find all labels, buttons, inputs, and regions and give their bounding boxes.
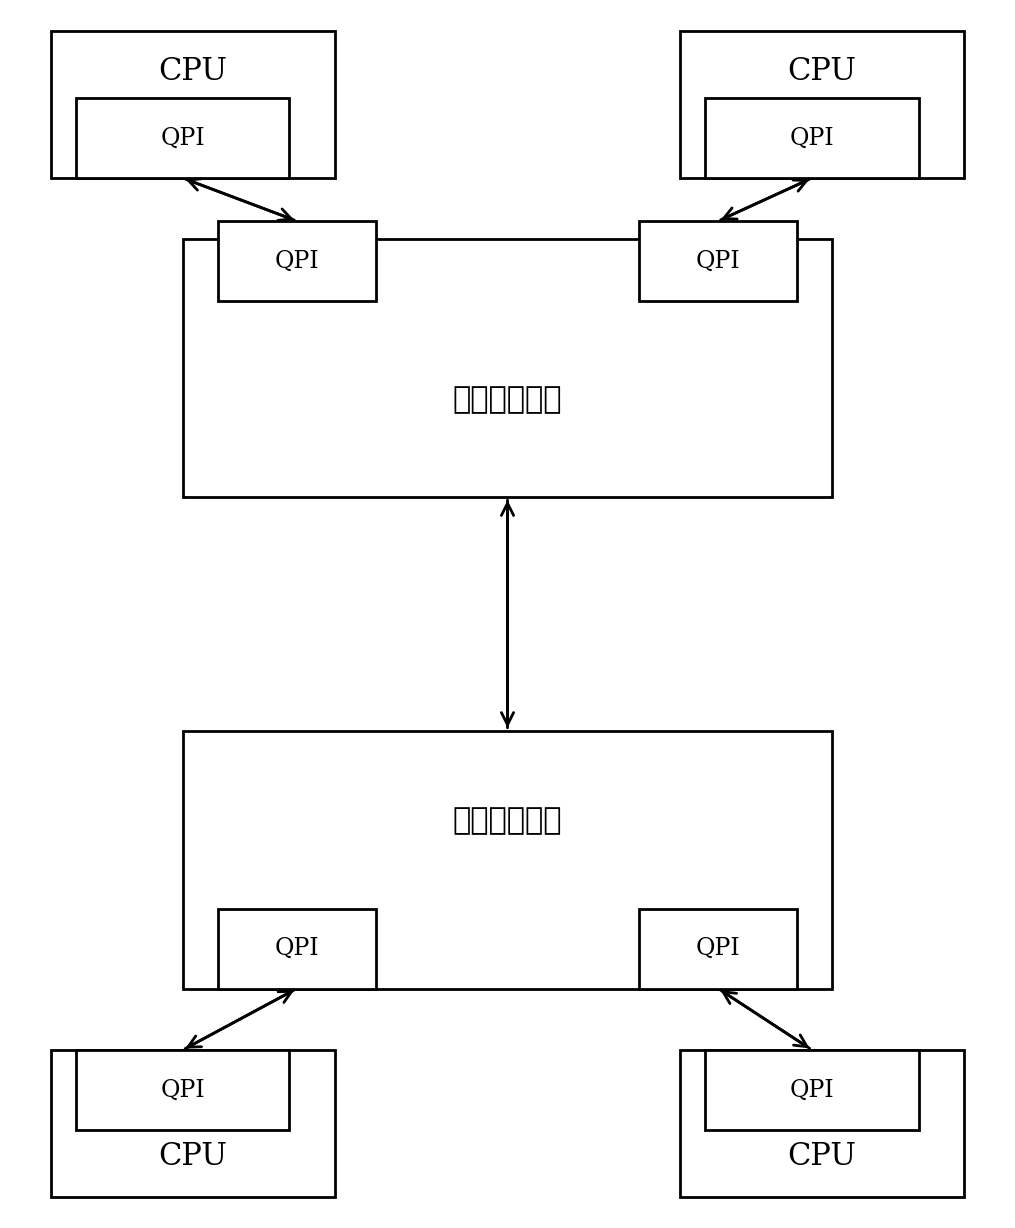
- Text: CPU: CPU: [158, 1141, 227, 1172]
- Text: QPI: QPI: [696, 249, 740, 273]
- Bar: [639, 221, 797, 301]
- Bar: [183, 239, 832, 497]
- Text: CPU: CPU: [788, 56, 857, 87]
- Text: CPU: CPU: [158, 56, 227, 87]
- Text: QPI: QPI: [275, 937, 319, 960]
- Bar: [639, 909, 797, 989]
- Bar: [51, 1050, 335, 1197]
- Text: QPI: QPI: [790, 1078, 834, 1102]
- Bar: [680, 1050, 964, 1197]
- Text: CPU: CPU: [788, 1141, 857, 1172]
- Text: QPI: QPI: [275, 249, 319, 273]
- Bar: [705, 1050, 919, 1130]
- Bar: [680, 31, 964, 178]
- Bar: [218, 221, 376, 301]
- Bar: [183, 731, 832, 989]
- Text: QPI: QPI: [790, 126, 834, 150]
- Bar: [76, 98, 289, 178]
- Text: QPI: QPI: [696, 937, 740, 960]
- Text: 网络互联芯片: 网络互联芯片: [453, 384, 562, 414]
- Bar: [51, 31, 335, 178]
- Bar: [218, 909, 376, 989]
- Text: QPI: QPI: [160, 1078, 205, 1102]
- Bar: [705, 98, 919, 178]
- Text: 网络互联芯片: 网络互联芯片: [453, 807, 562, 835]
- Text: QPI: QPI: [160, 126, 205, 150]
- Bar: [76, 1050, 289, 1130]
